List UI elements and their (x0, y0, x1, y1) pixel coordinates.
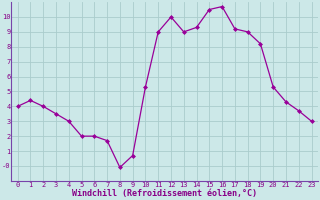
X-axis label: Windchill (Refroidissement éolien,°C): Windchill (Refroidissement éolien,°C) (72, 189, 257, 198)
